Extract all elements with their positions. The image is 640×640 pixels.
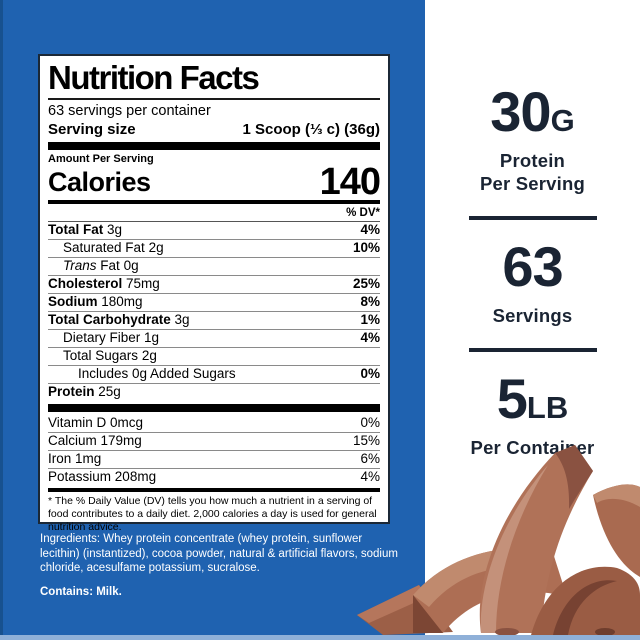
ingredients-section: Ingredients: Whey protein concentrate (w…: [40, 532, 402, 598]
nutrient-dv: 8%: [360, 294, 380, 309]
nutrient-row-saturated-fat: Saturated Fat 2g 10%: [48, 240, 380, 258]
nutrient-amount: 179mg: [100, 433, 142, 448]
badge-protein: 30 G Protein Per Serving: [425, 84, 640, 195]
bottom-accent-strip: [0, 635, 640, 640]
nutrient-row-potassium: Potassium 208mg 4%: [48, 469, 380, 486]
nutrient-name: Dietary Fiber: [63, 330, 141, 345]
nutrient-amount: 2g: [141, 348, 157, 363]
nutrient-dv: 15%: [352, 433, 380, 448]
daily-value-header: % DV*: [48, 206, 380, 222]
medium-divider: [48, 487, 380, 492]
amount-per-serving-label: Amount Per Serving: [48, 152, 154, 165]
servings-caption: Servings: [492, 305, 573, 326]
nutrient-amount: 2g: [148, 240, 164, 255]
nutrient-name: Trans: [63, 258, 97, 273]
ingredients-text: Ingredients: Whey protein concentrate (w…: [40, 533, 398, 574]
nutrient-row-total-sugars: Total Sugars 2g: [48, 348, 380, 366]
nutrient-row-total-carbohydrate: Total Carbohydrate 3g 1%: [48, 312, 380, 330]
weight-unit: LB: [526, 390, 569, 425]
nutrient-amount: 25g: [98, 384, 121, 399]
nutrient-amount: 1mg: [75, 451, 102, 466]
divider: [468, 216, 597, 220]
nutrient-amount: 0g: [123, 258, 139, 273]
nutrient-dv: 4%: [360, 469, 380, 484]
nutrient-row-cholesterol: Cholesterol 75mg 25%: [48, 276, 380, 294]
thick-divider: [48, 403, 380, 412]
allergen-statement: Contains: Milk.: [40, 585, 122, 598]
nutrient-dv: 0%: [360, 415, 380, 430]
nutrient-amount: 0mcg: [110, 415, 144, 430]
nutrient-name: Protein: [48, 384, 95, 399]
nutrient-amount: 3g: [107, 222, 123, 237]
nutrient-name: Saturated Fat: [63, 240, 145, 255]
protein-caption-line1: Protein: [499, 150, 566, 171]
calories-value: 140: [319, 160, 381, 203]
nutrient-row-total-fat: Total Fat 3g 4%: [48, 222, 380, 240]
nutrient-name: Total Carbohydrate: [48, 312, 171, 327]
nutrient-row-trans-fat: Trans Fat 0g: [48, 258, 380, 276]
protein-unit: G: [550, 103, 575, 138]
nutrient-row-iron: Iron 1mg 6%: [48, 451, 380, 469]
servings-per-container: 63 servings per container: [48, 102, 211, 119]
calories-row: Calories 140: [48, 160, 381, 203]
nutrient-dv: 4%: [360, 222, 380, 237]
badge-weight: 5 LB Per Container: [425, 371, 640, 459]
nutrient-name: Includes 0g Added Sugars: [78, 366, 236, 381]
nutrient-amount: 1g: [144, 330, 160, 345]
nutrient-row-vitamin-d: Vitamin D 0mcg 0%: [48, 415, 380, 433]
nutrient-amount: 75mg: [126, 276, 160, 291]
nutrition-facts-label: Nutrition Facts 63 servings per containe…: [38, 54, 390, 533]
servings-count: 63: [502, 235, 563, 298]
nutrient-row-sodium: Sodium 180mg 8%: [48, 294, 380, 312]
nutrient-dv: 25%: [352, 276, 380, 291]
nutrient-name: Fat: [100, 258, 120, 273]
protein-caption-line2: Per Serving: [479, 173, 586, 194]
nutrient-name: Calcium: [48, 433, 97, 448]
nutrient-dv: 4%: [360, 330, 380, 345]
daily-value-footnote: * The % Daily Value (DV) tells you how m…: [48, 494, 377, 533]
badge-servings: 63 Servings: [425, 239, 640, 327]
nutrient-name: Cholesterol: [48, 276, 123, 291]
serving-size-label: Serving size: [48, 120, 136, 138]
calories-label: Calories: [48, 166, 151, 197]
serving-size-value: 1 Scoop (⅓ c) (36g): [242, 120, 380, 138]
nutrient-row-calcium: Calcium 179mg 15%: [48, 433, 380, 451]
nutrient-dv: 0%: [360, 366, 380, 381]
nutrition-facts-title: Nutrition Facts: [48, 59, 260, 96]
product-stats-column: 30 G Protein Per Serving 63 Servings 5 LB …: [425, 0, 640, 459]
nutrient-row-added-sugars: Includes 0g Added Sugars 0%: [48, 366, 380, 384]
medium-divider: [48, 199, 380, 204]
weight-amount: 5: [496, 367, 528, 430]
nutrient-name: Total Sugars: [63, 348, 139, 363]
chocolate-shavings-image: [357, 445, 640, 635]
nutrient-amount: 208mg: [114, 469, 157, 484]
nutrient-dv: 1%: [360, 312, 380, 327]
nutrient-dv: 10%: [352, 240, 380, 255]
thick-divider: [48, 141, 380, 150]
nutrient-name: Potassium: [48, 469, 112, 484]
divider: [468, 348, 597, 352]
nutrient-row-protein: Protein 25g: [48, 384, 380, 401]
nutrient-name: Sodium: [48, 294, 98, 309]
nutrient-name: Vitamin D: [48, 415, 107, 430]
nutrient-row-dietary-fiber: Dietary Fiber 1g 4%: [48, 330, 380, 348]
nutrient-name: Iron: [48, 451, 72, 466]
protein-amount: 30: [490, 80, 551, 143]
nutrient-amount: 3g: [174, 312, 190, 327]
nutrient-dv: 6%: [360, 451, 380, 466]
divider: [48, 98, 380, 100]
nutrient-amount: 180mg: [101, 294, 143, 309]
serving-size-row: Serving size 1 Scoop (⅓ c) (36g): [48, 120, 380, 139]
nutrient-name: Total Fat: [48, 222, 104, 237]
